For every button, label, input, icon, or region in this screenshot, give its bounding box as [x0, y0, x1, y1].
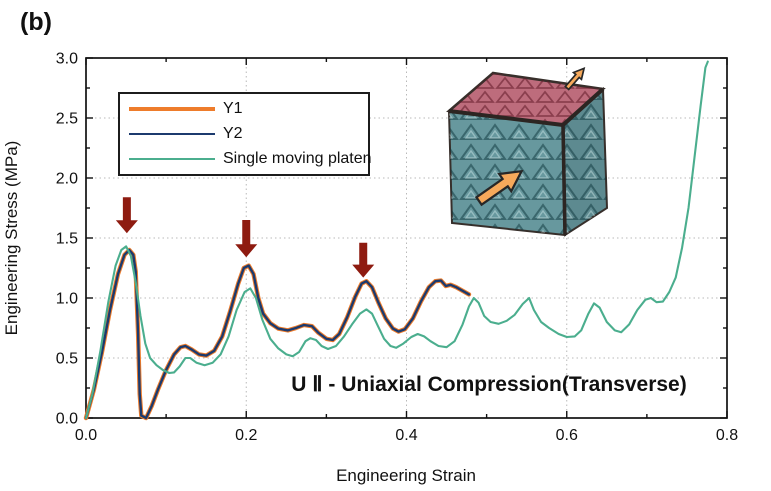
cube-top-lattice — [449, 73, 603, 125]
peak-marker-down-arrow-icon — [235, 220, 258, 258]
y2-line-swatch — [129, 132, 215, 136]
legend-label: Single moving platen — [223, 150, 372, 168]
legend-label: Y1 — [223, 99, 243, 117]
y1-line-swatch — [129, 106, 215, 111]
normal-direction-arrow — [564, 66, 586, 91]
x-tick-label: 0.8 — [716, 427, 738, 444]
x-tick-label: 0.6 — [556, 427, 578, 444]
y-tick-label: 2.0 — [56, 171, 78, 188]
y-tick-label: 2.5 — [56, 111, 78, 128]
y-tick-label: 0.0 — [56, 411, 78, 428]
cube-side-lattice — [563, 89, 607, 235]
x-tick-label: 0.0 — [75, 427, 97, 444]
peak-marker-down-arrow-icon — [115, 197, 138, 234]
legend-item-single-platen: Single moving platen — [120, 147, 372, 172]
legend-item-y2: Y2 — [120, 122, 368, 147]
figure-label: (b) — [20, 8, 52, 36]
y-tick-label: 3.0 — [56, 51, 78, 68]
y-tick-label: 1.0 — [56, 291, 78, 308]
legend-item-y1: Y1 — [120, 96, 368, 121]
series-y2 — [84, 248, 471, 420]
y-tick-label: 0.5 — [56, 351, 78, 368]
cube-vertical-edge — [561, 124, 567, 236]
chart-annotation: U Ⅱ - Uniaxial Compression(Transverse) — [291, 373, 687, 396]
y-axis-title: Engineering Stress (MPa) — [2, 140, 21, 336]
legend: Y1 Y2 Single moving platen — [118, 92, 372, 176]
peak-marker-down-arrow-icon — [352, 242, 375, 278]
series-single-moving-platen — [84, 60, 709, 420]
y-tick-label: 1.5 — [56, 231, 78, 248]
lattice-cube-inset — [446, 66, 609, 237]
x-tick-label: 0.4 — [395, 427, 417, 444]
x-tick-label: 0.2 — [235, 427, 257, 444]
single-platen-line-swatch — [129, 158, 215, 161]
legend-label: Y2 — [223, 125, 243, 142]
load-direction-arrow — [474, 169, 524, 207]
x-axis-title: Engineering Strain — [336, 466, 476, 485]
